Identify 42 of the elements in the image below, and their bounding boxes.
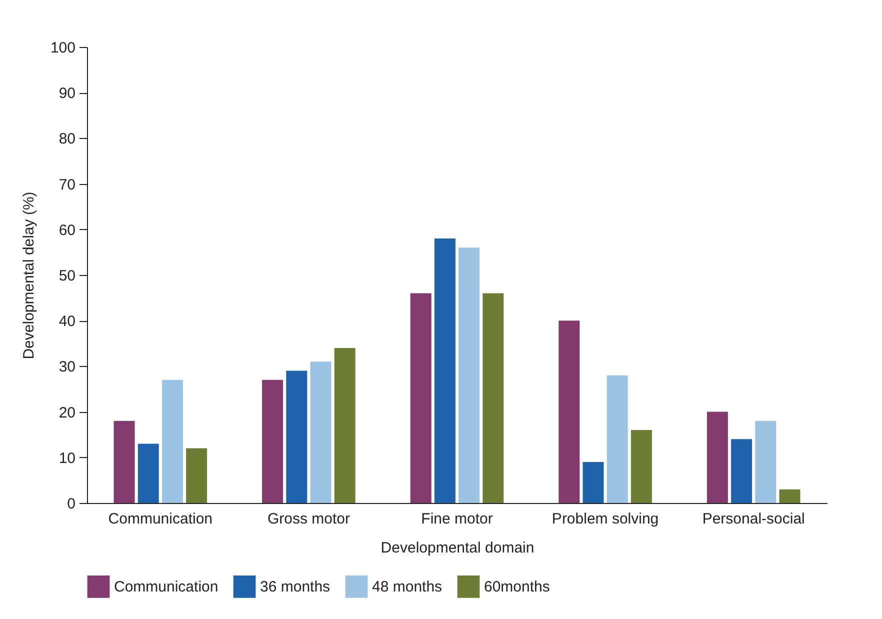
y-axis-title: Developmental delay (%) xyxy=(20,192,38,360)
bar xyxy=(114,420,135,503)
y-tick-label: 100 xyxy=(50,40,76,56)
bar xyxy=(138,444,159,503)
bar xyxy=(334,348,356,503)
bar xyxy=(410,293,432,503)
bar xyxy=(262,380,284,503)
bar xyxy=(458,248,480,503)
bar xyxy=(310,362,332,503)
bar xyxy=(606,375,628,503)
bar xyxy=(434,238,456,503)
y-tick-label: 40 xyxy=(58,313,76,330)
x-axis-title: Developmental domain xyxy=(380,540,534,556)
y-tick-label: 60 xyxy=(58,222,76,239)
bar xyxy=(779,489,800,503)
legend-label: Communication xyxy=(114,578,218,596)
x-tick-label: Gross motor xyxy=(267,510,350,528)
y-tick-label: 90 xyxy=(58,85,76,102)
legend-label: 36 months xyxy=(260,578,330,596)
bar xyxy=(755,420,776,503)
bar xyxy=(482,293,504,503)
x-tick-label: Communication xyxy=(108,510,213,528)
bar xyxy=(630,430,652,503)
bar xyxy=(186,448,208,503)
y-tick-label: 50 xyxy=(58,268,76,284)
y-tick-label: 10 xyxy=(58,450,76,467)
y-tick-label: 0 xyxy=(67,496,76,512)
legend-label: 48 months xyxy=(372,578,442,596)
bar xyxy=(582,462,604,503)
x-tick-label: Personal-social xyxy=(702,510,805,528)
y-tick-label: 30 xyxy=(58,358,76,376)
bar xyxy=(706,412,728,503)
bar xyxy=(731,439,752,503)
bar xyxy=(558,320,580,503)
x-tick-label: Fine motor xyxy=(421,510,493,528)
bar xyxy=(162,380,183,503)
y-tick-label: 80 xyxy=(58,130,76,148)
y-tick-label: 20 xyxy=(58,404,76,422)
x-tick-label: Problem solving xyxy=(552,510,659,528)
bar xyxy=(286,370,308,503)
y-tick-label: 70 xyxy=(58,176,76,194)
legend-label: 60months xyxy=(484,578,550,596)
